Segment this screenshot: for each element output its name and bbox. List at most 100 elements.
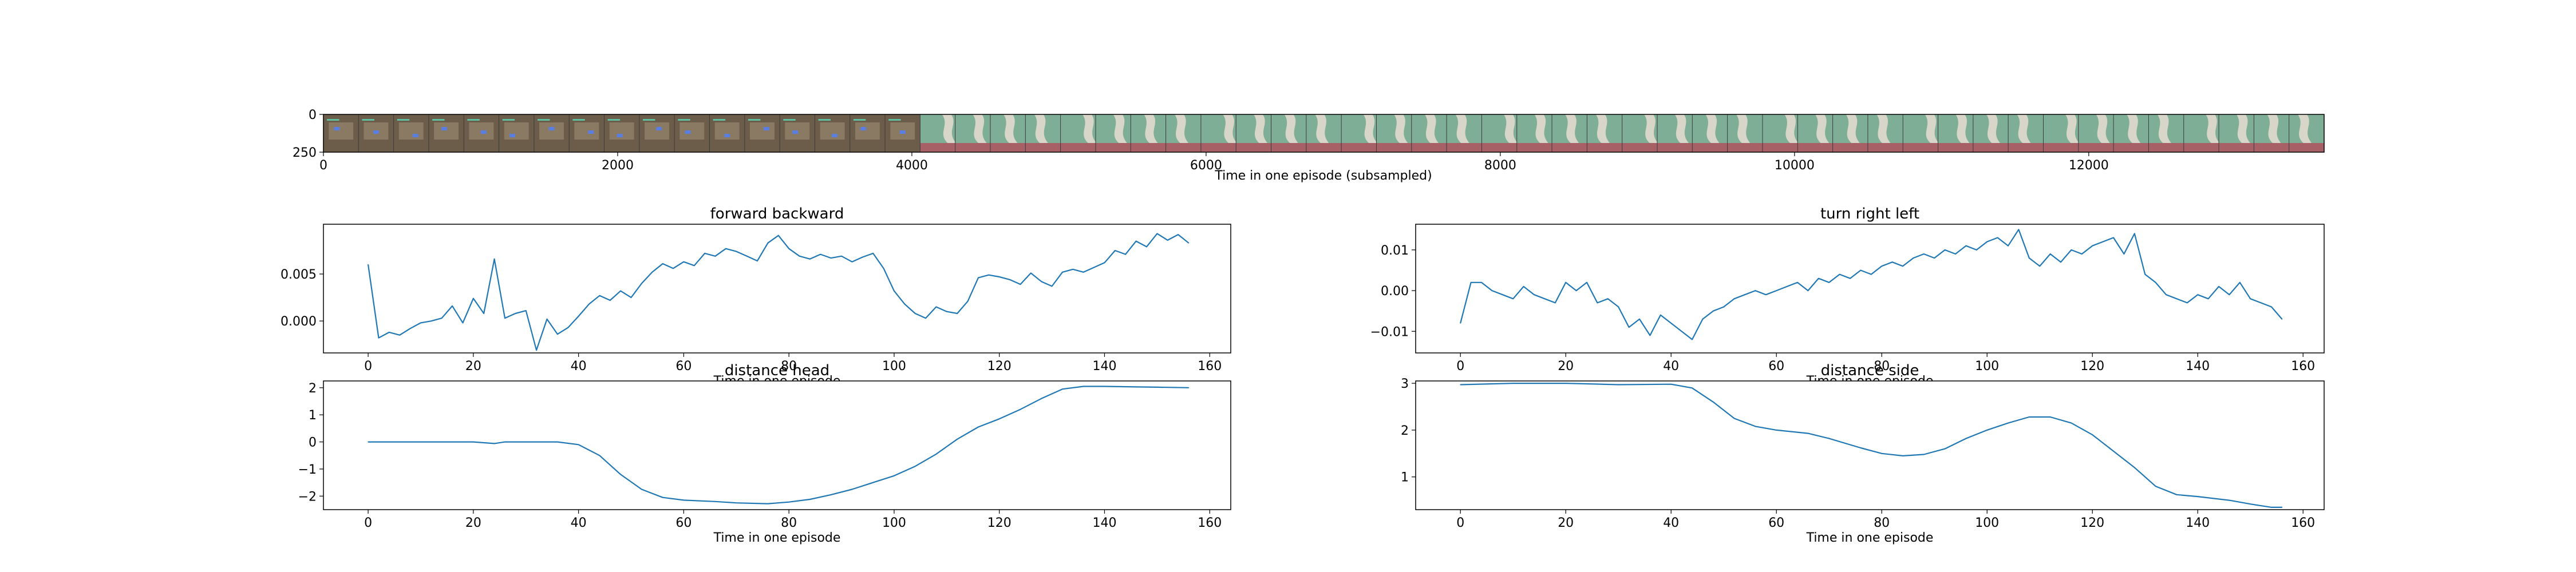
data-point [526,310,527,311]
plot-area [323,381,1231,510]
strip-x-tick-label: 10000 [1775,158,1815,173]
data-point [1723,306,1724,308]
data-point [399,335,400,336]
data-point [714,501,716,502]
data-point [2197,294,2198,295]
frame-thumbnail [1235,114,1272,152]
data-point [1051,285,1053,287]
frame-thumbnail [1446,114,1482,152]
data-point [967,300,969,302]
data-point [1944,249,1946,251]
data-point [662,263,663,264]
frame-thumbnail [1341,114,1378,152]
x-tick-label: 160 [2291,359,2315,374]
frame-thumbnail [1411,114,1447,152]
data-point [2207,298,2209,300]
data-point [1156,233,1158,235]
data-point [1104,386,1105,387]
y-tick-label: 1 [309,408,317,423]
data-point [1786,286,1788,287]
data-point [1188,387,1190,388]
axes-frame [1415,380,2325,510]
frame-thumbnail [1902,114,1940,152]
frame-thumbnail [1376,114,1412,152]
data-point [2039,265,2040,267]
data-point [1188,243,1190,244]
data-point [925,317,926,319]
strip-x-ticks: 0 2000 4000 6000 8000 10000 12000 [319,152,2109,173]
data-point [998,276,1000,277]
data-point [1692,387,1693,389]
data-point [430,320,432,321]
x-tick-label: 140 [2186,516,2210,530]
data-point [799,256,800,257]
frame-thumbnail [744,114,780,152]
data-point [1670,383,1672,385]
data-point [1828,282,1830,283]
strip-x-tick-label: 6000 [1190,158,1222,173]
data-point [851,261,853,263]
data-point [1534,294,1535,295]
data-point [1660,315,1661,316]
strip-x-tick-label: 8000 [1484,158,1516,173]
data-point [1755,426,1756,427]
data-point [1955,253,1956,255]
data-point [1512,383,1514,384]
frame-thumbnail [1727,114,1763,152]
x-tick-label: 60 [675,359,692,374]
data-point [1030,272,1032,274]
data-point [788,248,789,249]
x-tick-label: 160 [2291,516,2315,530]
frame-thumbnail [393,114,429,152]
strip-y-ticks: 0 250 [293,108,323,160]
distance-side-panel: 0 20 40 60 80 100 120 140 160 1 2 3 distance side Tim… [1401,362,2325,545]
data-point [662,496,663,498]
frame-thumbnail [814,114,851,152]
strip-frame-border [323,114,2325,153]
frame-thumbnail [1938,114,1974,152]
plot-area [1416,224,2324,353]
data-point [1776,430,1777,431]
frame-thumbnail [428,114,464,152]
data-point [473,297,474,299]
data-point [378,337,380,339]
chart-title: turn right left [1820,205,1919,223]
data-point [1923,454,1925,455]
y-tick-label: 0 [309,436,317,450]
frame-thumbnail [1025,114,1061,152]
data-point [2155,486,2156,487]
data-point [1135,386,1137,388]
data-point [946,311,947,312]
data-point [1167,240,1168,241]
data-point [2008,245,2009,247]
data-point [2134,467,2135,468]
y-tick-label: 0.00 [1381,284,1409,299]
data-point [2060,261,2061,263]
data-point [493,259,495,260]
frame-thumbnail [1586,114,1623,152]
x-tick-label: 40 [1663,516,1679,530]
data-point [1776,290,1777,291]
data-point [515,313,516,314]
frame-thumbnail [1130,114,1167,152]
frame-thumbnail [1622,114,1660,152]
data-point [1944,448,1946,450]
data-point [2008,422,2009,424]
data-point [1062,272,1063,273]
data-point [483,313,484,314]
frame-thumbnail [1867,114,1903,152]
frame-thumbnail [850,114,886,152]
data-point [736,251,737,252]
turn-right-left-panel: 0 20 40 60 80 100 120 140 160 −0.01 0.00 0.01 turn r… [1370,205,2325,388]
x-tick-label: 120 [2080,516,2104,530]
data-point [1986,241,1988,243]
data-point [1713,310,1714,312]
data-point [1597,302,1598,304]
plot-area [1416,381,2324,510]
frame-thumbnail [2183,114,2221,152]
data-point [883,268,884,269]
x-tick-label: 140 [2186,359,2210,374]
frame-thumbnail [2218,114,2254,152]
x-axis-label: Time in one episode [713,531,841,545]
